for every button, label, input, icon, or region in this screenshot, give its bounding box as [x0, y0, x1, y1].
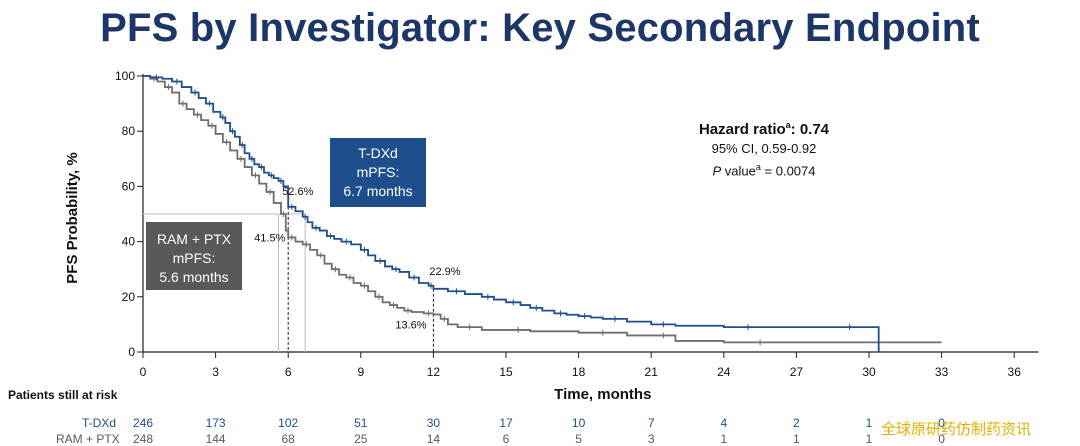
- x-tick-label: 21: [645, 365, 659, 379]
- y-tick-label: 0: [128, 345, 135, 359]
- x-tick-label: 36: [1008, 365, 1022, 379]
- hazard-value: : 0.74: [790, 121, 830, 138]
- risk-value-ram: 1: [865, 432, 873, 446]
- x-tick-label: 3: [212, 365, 219, 379]
- p-value-line: P valuea = 0.0074: [664, 158, 864, 180]
- series-line-tdxd: [143, 75, 880, 352]
- pct-label-tdxd-6: 52.6%: [282, 186, 313, 198]
- risk-value-ram: 248: [132, 432, 154, 446]
- ram-box-line-1: RAM + PTX: [156, 231, 232, 247]
- risk-value-tdxd: 173: [205, 416, 226, 430]
- risk-value-tdxd: 0: [938, 416, 945, 430]
- x-tick-label: 12: [427, 365, 441, 379]
- tdxd-box-line-2: mPFS:: [356, 164, 400, 180]
- risk-value-tdxd: 246: [132, 416, 154, 430]
- series-line-ram: [143, 75, 942, 344]
- y-tick-label: 40: [122, 235, 136, 249]
- y-tick-label: 60: [122, 179, 136, 193]
- hazard-sup: a: [785, 120, 791, 130]
- risk-row-label-ram: RAM + PTX: [56, 432, 120, 446]
- risk-value-ram: 1: [720, 432, 728, 446]
- risk-value-ram: 144: [205, 432, 226, 446]
- pct-label-ram-6: 41.5%: [254, 232, 285, 244]
- risk-value-ram: 1: [793, 432, 800, 446]
- y-tick-label: 80: [122, 124, 136, 138]
- p-sup: a: [755, 162, 761, 172]
- tdxd-box-line-1: T-DXd: [358, 145, 398, 161]
- pct-label-ram-12: 13.6%: [395, 319, 426, 331]
- x-tick-label: 33: [935, 365, 949, 379]
- p-label: value: [721, 163, 756, 179]
- x-tick-label: 30: [862, 365, 876, 379]
- x-tick-label: 9: [357, 365, 364, 379]
- tdxd-median-box: T-DXd mPFS: 6.7 months: [330, 138, 426, 207]
- watermark: 全球原研药仿制药资讯: [881, 421, 1032, 438]
- ci-line: 95% CI, 0.59-0.92: [711, 141, 817, 156]
- risk-value-tdxd: 102: [278, 416, 299, 430]
- x-tick-label: 15: [499, 365, 513, 379]
- risk-value-ram: 3: [647, 432, 655, 446]
- risk-value-tdxd: 17: [499, 416, 513, 430]
- risk-value-ram: 14: [426, 432, 441, 446]
- x-tick-label: 18: [572, 365, 586, 379]
- y-tick-label: 20: [122, 290, 136, 304]
- ram-median-box: RAM + PTX mPFS: 5.6 months: [146, 222, 242, 290]
- risk-table-title: Patients still at risk: [8, 388, 118, 402]
- p-italic: P: [712, 163, 722, 179]
- pct-label-tdxd-12: 22.9%: [429, 266, 460, 278]
- p-value: = 0.0074: [760, 163, 816, 179]
- risk-value-tdxd: 4: [720, 416, 728, 430]
- tdxd-box-line-3: 6.7 months: [343, 183, 413, 199]
- ram-box-line-2: mPFS:: [172, 250, 216, 266]
- x-tick-label: 0: [140, 365, 147, 379]
- page-title: PFS by Investigator: Key Secondary Endpo…: [100, 6, 980, 50]
- risk-value-ram: 6: [502, 432, 510, 446]
- hazard-ratio-line: Hazard ratioa: 0.74: [664, 116, 864, 139]
- risk-value-tdxd: 2: [793, 416, 800, 430]
- ram-box-line-3: 5.6 months: [159, 269, 229, 285]
- x-tick-label: 24: [717, 365, 731, 379]
- risk-value-tdxd: 10: [571, 416, 586, 430]
- risk-value-ram: 0: [938, 432, 945, 446]
- risk-value-ram: 68: [281, 432, 295, 446]
- hazard-label: Hazard ratio: [698, 121, 786, 138]
- hazard-ratio-block: Hazard ratioa: 0.74 95% CI, 0.59-0.92 P …: [664, 116, 864, 180]
- risk-value-ram: 5: [575, 432, 582, 446]
- risk-value-tdxd: 51: [354, 416, 368, 430]
- x-axis-title: Time, months: [554, 386, 651, 403]
- y-tick-label: 100: [115, 69, 135, 83]
- risk-value-tdxd: 7: [647, 416, 655, 430]
- x-tick-label: 27: [790, 365, 804, 379]
- risk-value-tdxd: 30: [426, 416, 441, 430]
- x-tick-label: 6: [285, 365, 292, 379]
- risk-value-ram: 25: [354, 432, 368, 446]
- risk-row-label-tdxd: T-DXd: [82, 416, 117, 430]
- risk-value-tdxd: 1: [865, 416, 873, 430]
